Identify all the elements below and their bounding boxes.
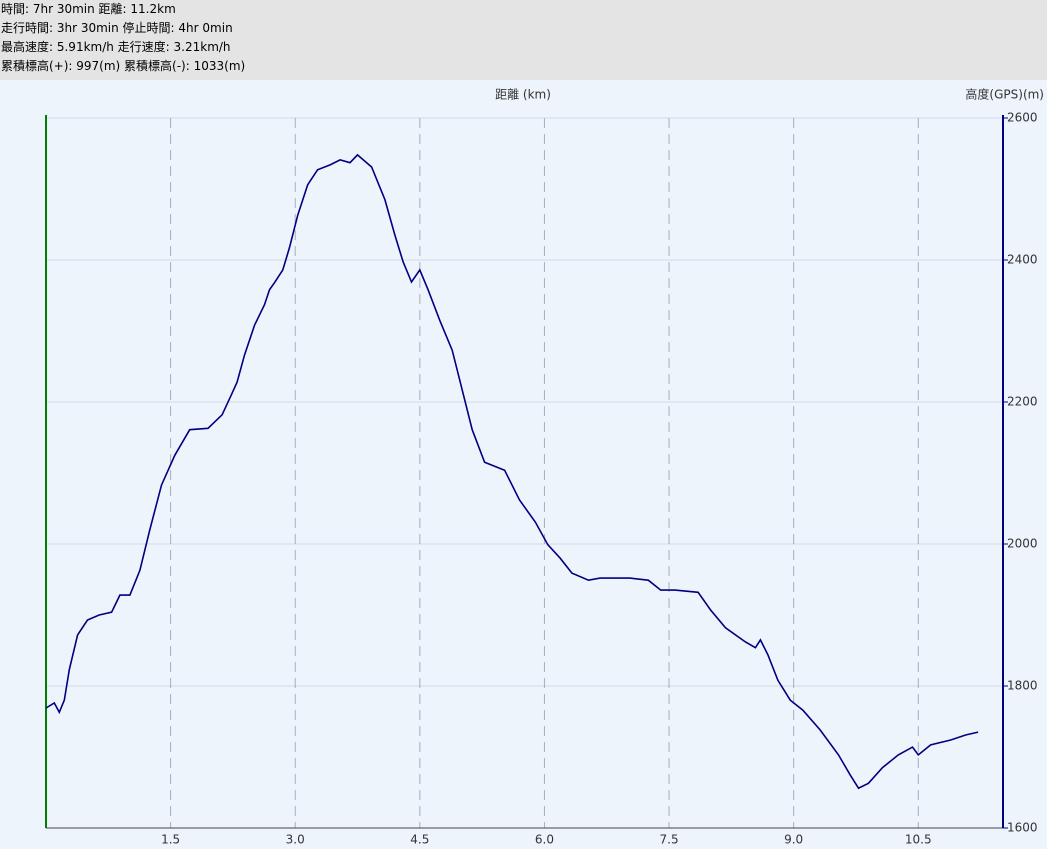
y-tick-label: 2000 [1007, 537, 1038, 551]
y-tick-label: 1600 [1007, 821, 1038, 835]
x-tick-label: 6.0 [535, 833, 554, 847]
chart: 距離 (km) 高度(GPS)(m) 1600 1800 2000 2200 2400 2… [0, 80, 1047, 849]
x-axis-title: 距離 (km) [495, 88, 551, 102]
summary-line: 最高速度: 5.91km/h 走行速度: 3.21km/h [1, 40, 231, 54]
x-tick-label: 9.0 [784, 833, 803, 847]
summary-line: 累積標高(+): 997(m) 累積標高(-): 1033(m) [1, 59, 246, 73]
y-tick-label: 2400 [1007, 253, 1038, 267]
x-tick-label: 1.5 [161, 833, 180, 847]
chart-background [0, 80, 1047, 849]
y-tick-label: 1800 [1007, 679, 1038, 693]
summary-header: 時間: 7hr 30min 距離: 11.2km 走行時間: 3hr 30min… [0, 0, 1047, 80]
x-tick-label: 10.5 [905, 833, 932, 847]
x-tick-label: 3.0 [286, 833, 305, 847]
elevation-line [45, 153, 979, 790]
summary-line: 時間: 7hr 30min 距離: 11.2km [1, 2, 176, 16]
y-tick-label: 2600 [1007, 111, 1038, 125]
y-tick-label: 2200 [1007, 395, 1038, 409]
x-tick-label: 4.5 [410, 833, 429, 847]
y-axis-title: 高度(GPS)(m) [965, 87, 1044, 102]
x-tick-label: 7.5 [660, 833, 679, 847]
summary-line: 走行時間: 3hr 30min 停止時間: 4hr 0min [1, 21, 233, 35]
